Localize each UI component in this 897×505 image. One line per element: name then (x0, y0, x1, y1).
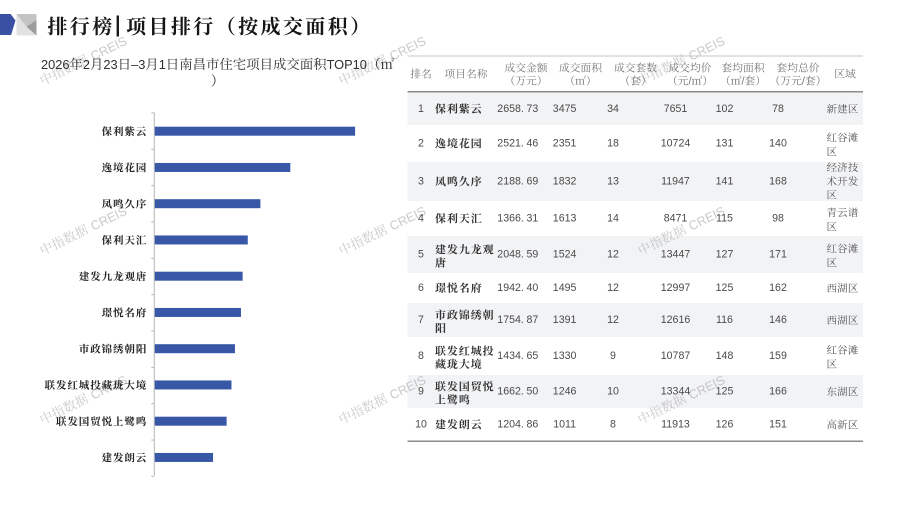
svg-text:12616: 12616 (661, 314, 691, 326)
svg-text:12997: 12997 (661, 282, 691, 294)
svg-text:1391: 1391 (553, 314, 577, 326)
svg-text:126: 126 (716, 419, 734, 431)
svg-text:3: 3 (418, 176, 424, 188)
svg-text:125: 125 (716, 386, 734, 398)
svg-text:140: 140 (769, 138, 787, 150)
svg-text:146: 146 (769, 314, 787, 326)
svg-text:14: 14 (607, 213, 619, 225)
svg-text:166: 166 (769, 386, 787, 398)
svg-text:171: 171 (769, 249, 787, 261)
svg-text:13344: 13344 (661, 386, 691, 398)
svg-text:87: 87 (527, 314, 539, 326)
svg-text:1011: 1011 (553, 419, 576, 431)
svg-text:34: 34 (607, 103, 619, 115)
svg-text:6: 6 (418, 282, 424, 294)
svg-text:23: 23 (103, 57, 117, 72)
svg-text:/: / (689, 76, 692, 88)
svg-text:1832: 1832 (553, 176, 577, 188)
svg-text:12: 12 (607, 249, 619, 261)
svg-text:46: 46 (527, 138, 539, 150)
svg-text:1754.: 1754. (497, 314, 524, 326)
svg-text:65: 65 (527, 350, 539, 362)
svg-text:CREIS: CREIS (686, 34, 727, 63)
svg-text:1495: 1495 (553, 282, 577, 294)
svg-text:102: 102 (716, 103, 734, 115)
svg-text:50: 50 (527, 386, 539, 398)
svg-text:1: 1 (159, 57, 166, 72)
svg-text:8: 8 (610, 419, 616, 431)
svg-text:12: 12 (607, 314, 619, 326)
svg-text:3475: 3475 (553, 103, 577, 115)
svg-text:9: 9 (418, 386, 424, 398)
svg-text:10: 10 (607, 386, 619, 398)
svg-text:1524: 1524 (553, 249, 577, 261)
svg-text:159: 159 (769, 350, 787, 362)
svg-text:2521.: 2521. (497, 138, 524, 150)
svg-text:7651: 7651 (664, 103, 688, 115)
svg-text:1: 1 (418, 103, 424, 115)
svg-text:10724: 10724 (661, 138, 691, 150)
svg-text:125: 125 (716, 282, 734, 294)
svg-text:2351: 2351 (553, 138, 577, 150)
svg-text:2026: 2026 (41, 57, 69, 72)
svg-text:31: 31 (527, 213, 539, 225)
svg-text:2: 2 (418, 138, 424, 150)
svg-text:2048.: 2048. (497, 249, 524, 261)
svg-text:/: / (802, 76, 805, 88)
svg-text:1942.: 1942. (497, 282, 524, 294)
svg-text:10787: 10787 (661, 350, 691, 362)
svg-text:TOP10: TOP10 (327, 57, 367, 72)
svg-text:69: 69 (527, 176, 539, 188)
svg-text:7: 7 (418, 314, 424, 326)
svg-text:10: 10 (415, 419, 427, 431)
svg-text:78: 78 (772, 103, 784, 115)
svg-text:13: 13 (607, 176, 619, 188)
svg-text:1366.: 1366. (497, 213, 524, 225)
svg-text:127: 127 (716, 249, 734, 261)
svg-text:98: 98 (772, 213, 784, 225)
svg-text:2188.: 2188. (497, 176, 524, 188)
svg-text:1246: 1246 (553, 386, 577, 398)
svg-text:73: 73 (527, 103, 539, 115)
svg-text:12: 12 (607, 282, 619, 294)
svg-text:115: 115 (716, 213, 733, 225)
svg-text:/: / (742, 76, 745, 88)
svg-text:3: 3 (138, 57, 145, 72)
svg-text:8: 8 (418, 350, 424, 362)
svg-text:86: 86 (527, 419, 539, 431)
svg-text:40: 40 (527, 282, 539, 294)
svg-text:18: 18 (607, 138, 619, 150)
svg-text:1434.: 1434. (497, 350, 524, 362)
svg-text:8471: 8471 (664, 213, 688, 225)
svg-text:141: 141 (716, 176, 734, 188)
svg-text:162: 162 (769, 282, 787, 294)
svg-text:168: 168 (769, 176, 787, 188)
svg-text:CREIS: CREIS (88, 204, 129, 233)
svg-text:131: 131 (716, 138, 734, 150)
svg-text:151: 151 (769, 419, 787, 431)
svg-text:–: – (131, 57, 139, 72)
svg-text:5: 5 (418, 249, 424, 261)
svg-text:1613: 1613 (553, 213, 577, 225)
svg-text:4: 4 (418, 213, 424, 225)
svg-text:9: 9 (610, 350, 616, 362)
svg-text:11913: 11913 (661, 419, 690, 431)
svg-text:1204.: 1204. (497, 419, 524, 431)
svg-text:2: 2 (83, 57, 90, 72)
svg-text:1662.: 1662. (497, 386, 524, 398)
svg-text:11947: 11947 (661, 176, 690, 188)
svg-text:148: 148 (716, 350, 734, 362)
svg-text:59: 59 (527, 249, 539, 261)
svg-text:13447: 13447 (661, 249, 691, 261)
svg-text:2658.: 2658. (497, 103, 524, 115)
svg-text:1330: 1330 (553, 350, 577, 362)
svg-text:116: 116 (716, 314, 733, 326)
